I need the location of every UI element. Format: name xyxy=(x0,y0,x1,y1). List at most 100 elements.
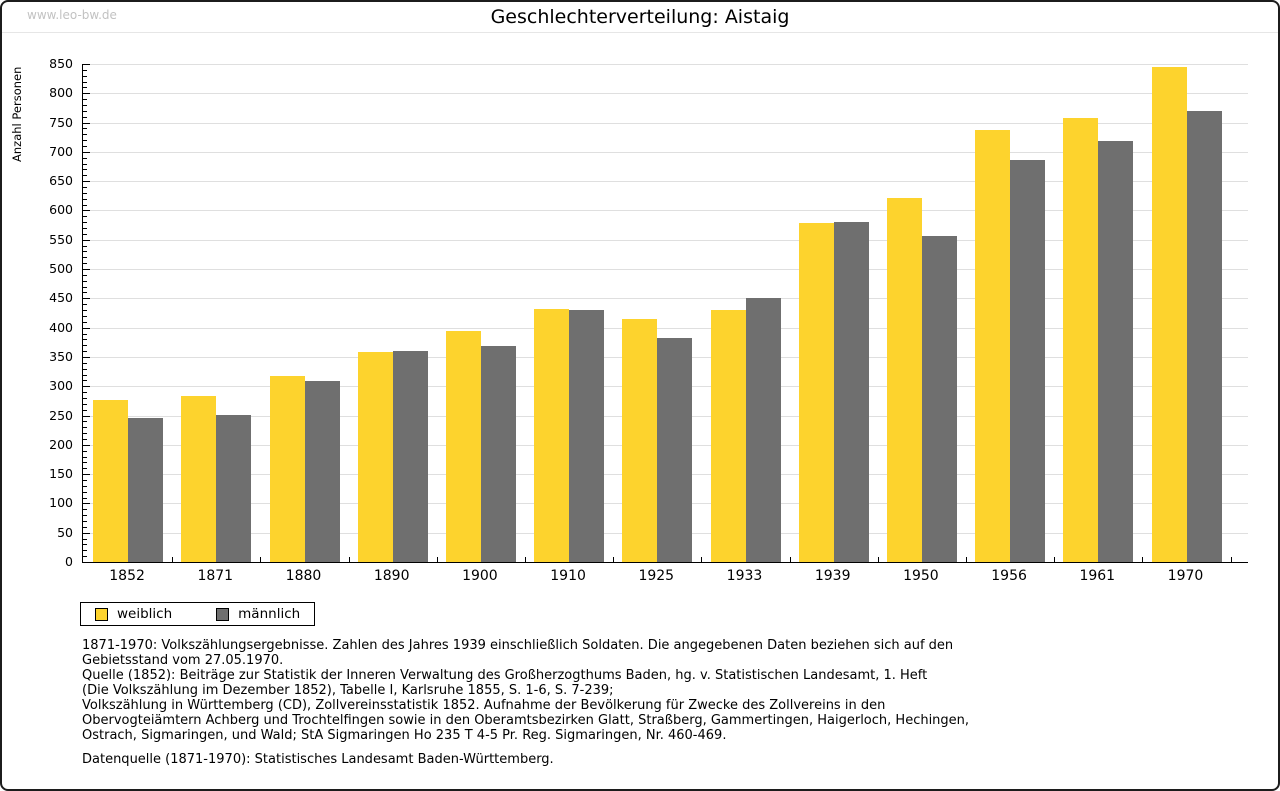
y-tick-130 xyxy=(83,485,87,487)
y-tick-530 xyxy=(83,251,87,253)
y-tick-label-600: 600 xyxy=(49,202,73,218)
x-tick-4 xyxy=(436,557,438,562)
x-tick-3 xyxy=(348,557,350,562)
y-tick-label-700: 700 xyxy=(49,143,73,159)
y-tick-620 xyxy=(83,198,87,200)
y-tick-610 xyxy=(83,204,87,206)
y-tick-790 xyxy=(83,99,87,101)
y-tick-430 xyxy=(83,310,87,312)
y-tick-label-0: 0 xyxy=(65,554,73,569)
bar-weiblich-1900 xyxy=(445,331,481,562)
x-label-1871: 1871 xyxy=(197,568,234,584)
watermark-leo-bw: www.leo-bw.de xyxy=(27,8,117,22)
y-tick-300 xyxy=(83,386,90,388)
y-tick-230 xyxy=(83,427,87,429)
y-tick-label-400: 400 xyxy=(49,319,73,335)
y-tick-270 xyxy=(83,403,87,405)
y-tick-740 xyxy=(83,128,87,130)
y-tick-820 xyxy=(83,81,87,83)
y-tick-710 xyxy=(83,146,87,148)
y-tick-350 xyxy=(83,356,90,358)
y-tick-150 xyxy=(83,474,90,476)
y-tick-730 xyxy=(83,134,87,136)
footnote-line-1: 1871-1970: Volkszählungsergebnisse. Zahl… xyxy=(82,638,954,653)
y-tick-640 xyxy=(83,187,87,189)
y-tick-100 xyxy=(83,503,90,505)
y-tick-label-800: 800 xyxy=(49,85,73,101)
bar-weiblich-1961 xyxy=(1063,118,1099,562)
x-label-1900: 1900 xyxy=(462,568,498,584)
footnote-line-5: Volkszählung in Württemberg (CD), Zollve… xyxy=(82,698,886,713)
bar-weiblich-1970 xyxy=(1151,67,1187,562)
y-tick-190 xyxy=(83,450,87,452)
footnote-text: 1871-1970: Volkszählungsergebnisse. Zahl… xyxy=(82,638,1202,743)
gridline-700 xyxy=(83,151,1248,153)
x-label-1950: 1950 xyxy=(903,568,939,584)
footnote-line-2: Gebietsstand vom 27.05.1970. xyxy=(82,653,284,668)
x-label-1970: 1970 xyxy=(1167,568,1204,584)
y-tick-0 xyxy=(83,562,90,563)
y-tick-330 xyxy=(83,368,87,370)
y-tick-220 xyxy=(83,433,87,435)
x-label-1956: 1956 xyxy=(991,568,1027,584)
footnotes: 1871-1970: Volkszählungsergebnisse. Zahl… xyxy=(82,638,1202,767)
y-tick-360 xyxy=(83,351,87,353)
y-tick-10 xyxy=(83,556,87,558)
legend-label-maennlich: männlich xyxy=(238,606,301,622)
x-tick-7 xyxy=(701,557,703,562)
bar-weiblich-1871 xyxy=(181,396,217,562)
y-tick-label-500: 500 xyxy=(49,261,73,277)
footnote-line-7: Ostrach, Sigmaringen, und Wald; StA Sigm… xyxy=(82,728,727,743)
y-tick-290 xyxy=(83,392,87,394)
y-tick-110 xyxy=(83,497,87,499)
bar-männlich-1900 xyxy=(480,346,516,562)
y-tick-90 xyxy=(83,509,87,511)
y-tick-310 xyxy=(83,380,87,382)
y-tick-label-250: 250 xyxy=(49,407,73,423)
y-tick-label-200: 200 xyxy=(49,436,73,452)
y-tick-760 xyxy=(83,116,87,118)
y-tick-520 xyxy=(83,257,87,259)
y-tick-460 xyxy=(83,292,87,294)
bar-weiblich-1852 xyxy=(93,400,129,562)
x-label-1890: 1890 xyxy=(373,568,410,584)
datasource-line: Datenquelle (1871-1970): Statistisches L… xyxy=(82,752,554,767)
y-tick-label-300: 300 xyxy=(49,378,73,394)
y-tick-340 xyxy=(83,362,87,364)
bar-weiblich-1950 xyxy=(886,198,922,562)
y-tick-580 xyxy=(83,222,87,224)
y-tick-570 xyxy=(83,228,87,230)
bar-männlich-1871 xyxy=(216,415,252,562)
y-tick-780 xyxy=(83,105,87,106)
x-tick-1 xyxy=(172,557,174,562)
footnote-line-4: (Die Volkszählung im Dezember 1852), Tab… xyxy=(82,683,614,698)
y-tick-750 xyxy=(83,122,90,124)
y-tick-label-550: 550 xyxy=(49,231,73,247)
y-tick-180 xyxy=(83,456,87,458)
y-tick-440 xyxy=(83,304,87,306)
bar-männlich-1910 xyxy=(569,310,605,562)
y-tick-140 xyxy=(83,479,87,481)
bar-männlich-1961 xyxy=(1098,141,1134,562)
y-tick-label-350: 350 xyxy=(49,348,73,364)
gridline-600 xyxy=(83,210,1248,212)
y-tick-280 xyxy=(83,397,87,399)
y-tick-210 xyxy=(83,438,87,440)
x-tick-11 xyxy=(1054,557,1056,562)
y-tick-170 xyxy=(83,462,87,464)
gridline-800 xyxy=(83,93,1248,95)
bar-männlich-1880 xyxy=(304,381,340,562)
y-tick-250 xyxy=(83,415,90,417)
y-tick-20 xyxy=(83,550,87,552)
y-tick-70 xyxy=(83,520,87,522)
x-label-1880: 1880 xyxy=(285,568,322,584)
x-tick-2 xyxy=(260,557,262,562)
y-tick-label-150: 150 xyxy=(49,466,73,482)
bar-weiblich-1956 xyxy=(975,130,1011,562)
legend: weiblich männlich xyxy=(80,602,316,626)
y-tick-850 xyxy=(83,64,90,65)
y-tick-50 xyxy=(83,532,90,534)
bar-männlich-1925 xyxy=(657,338,693,562)
bar-weiblich-1910 xyxy=(534,309,570,562)
legend-item-weiblich: weiblich xyxy=(95,606,172,622)
